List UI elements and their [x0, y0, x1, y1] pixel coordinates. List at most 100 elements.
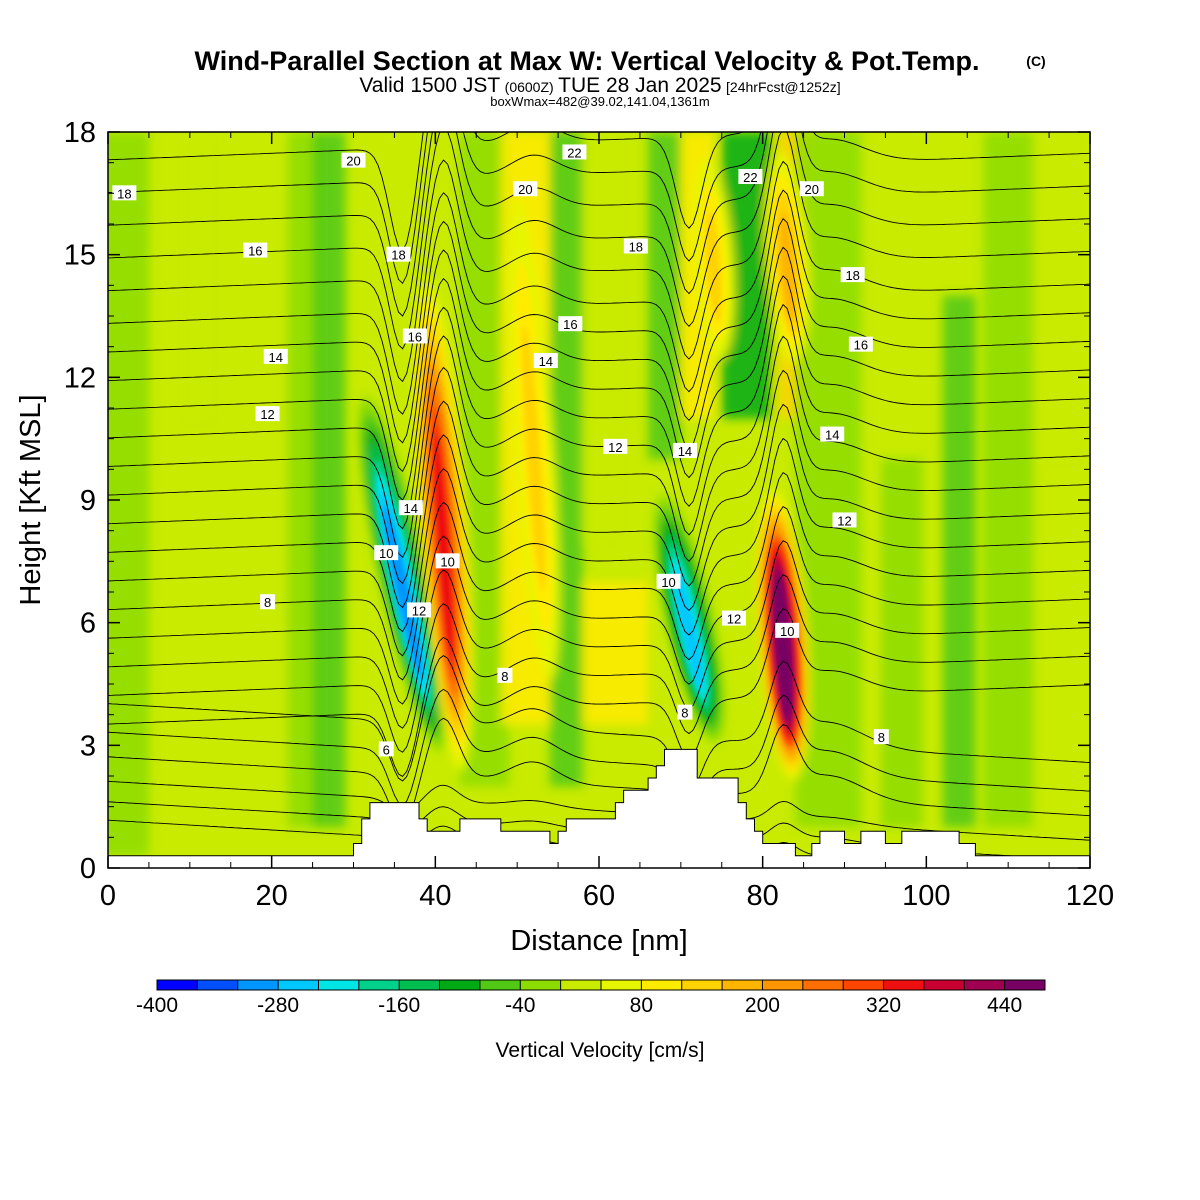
colorbar-swatch — [601, 980, 642, 990]
theta-label: 22 — [738, 168, 763, 185]
theta-label-text: 22 — [567, 145, 581, 160]
theta-label-box — [848, 336, 873, 352]
theta-label: 12 — [832, 512, 857, 528]
theta-label-box — [722, 610, 747, 626]
theta-label-box — [513, 181, 538, 197]
theta-label-box — [402, 328, 427, 344]
theta-label-box — [840, 267, 865, 283]
theta-contour — [108, 540, 1090, 729]
theta-label-text: 12 — [608, 440, 622, 455]
theta-label: 8 — [873, 729, 889, 745]
theta-label: 20 — [341, 152, 366, 169]
theta-label-box — [562, 144, 587, 160]
theta-label-box — [533, 352, 558, 368]
x-tick-label: 60 — [583, 880, 615, 912]
theta-label-box — [378, 741, 394, 757]
theta-contour — [108, 303, 1090, 558]
theta-contour — [108, 403, 1090, 633]
theta-label: 12 — [406, 602, 431, 618]
colorbar-tick-label: 80 — [630, 994, 653, 1017]
colorbar-swatch — [802, 980, 844, 990]
theta-label-text: 8 — [501, 669, 508, 684]
theta-label-text: 16 — [408, 329, 422, 344]
colorbar-swatch — [197, 980, 239, 990]
theta-label: 14 — [398, 500, 423, 516]
colorbar-swatch — [318, 980, 360, 990]
theta-label-box — [435, 553, 460, 569]
theta-label-text: 18 — [391, 248, 405, 263]
theta-label-box — [677, 704, 693, 720]
theta-label-text: 16 — [248, 244, 262, 259]
colorbar-label: Vertical Velocity [cm/s] — [496, 1039, 705, 1062]
theta-label: 10 — [656, 573, 681, 590]
theta-label-box — [832, 512, 857, 528]
colorbar-swatch — [722, 980, 763, 990]
theta-contour — [108, 132, 1090, 317]
theta-label-box — [623, 238, 648, 254]
theta-contour — [108, 437, 1090, 657]
theta-label-box — [243, 242, 268, 258]
theta-label: 14 — [263, 348, 288, 365]
theta-label-box — [260, 594, 276, 610]
colorbar-swatch — [479, 980, 521, 990]
x-tick-label: 20 — [256, 880, 288, 912]
theta-label-box — [656, 573, 681, 589]
chart-title: Wind-Parallel Section at Max W: Vertical… — [195, 46, 980, 76]
theta-label-text: 18 — [629, 239, 643, 254]
theta-label: 10 — [775, 622, 800, 639]
x-tick-label: 120 — [1066, 880, 1114, 912]
theta-label: 16 — [402, 328, 427, 344]
theta-label: 18 — [623, 238, 648, 254]
theta-contour — [108, 246, 1090, 501]
theta-labels: 18 16 14 12 8 20 18 16 14 10 12 10 6 8 20 22 18 16 14 12 14 1… — [112, 144, 889, 757]
y-tick-label: 15 — [64, 240, 96, 272]
y-tick-label: 12 — [64, 362, 96, 394]
colorbar-swatch — [520, 980, 562, 990]
theta-label-text: 12 — [260, 407, 274, 422]
theta-label-text: 12 — [837, 513, 851, 528]
theta-label-box — [603, 438, 628, 454]
theta-label: 14 — [533, 352, 558, 369]
y-tick-label: 0 — [80, 853, 96, 885]
x-tick-label: 80 — [747, 880, 779, 912]
theta-label: 10 — [374, 545, 399, 561]
theta-label: 14 — [820, 426, 845, 443]
x-axis-label: Distance [nm] — [510, 925, 687, 957]
theta-label-text: 8 — [264, 595, 271, 610]
colorbar-swatch — [883, 980, 925, 990]
theta-label: 18 — [840, 267, 865, 283]
theta-label-text: 14 — [678, 444, 692, 459]
theta-contour — [108, 574, 1090, 753]
theta-label: 14 — [672, 442, 697, 459]
colorbar-tick-label: 320 — [866, 994, 901, 1017]
theta-label-text: 10 — [440, 554, 454, 569]
theta-label-text: 12 — [412, 603, 426, 618]
chart-subtitle: Valid 1500 JST (0600Z) TUE 28 Jan 2025 [… — [359, 74, 840, 97]
theta-label-box — [873, 729, 889, 745]
theta-label-text: 10 — [780, 624, 794, 639]
theta-contour — [108, 717, 1090, 838]
theta-label: 10 — [435, 553, 460, 569]
theta-label-text: 14 — [539, 354, 553, 369]
colorbar-frame — [156, 979, 1046, 991]
theta-label: 16 — [558, 316, 583, 332]
theta-label-text: 20 — [805, 182, 819, 197]
theta-label-box — [799, 181, 824, 197]
plot-area: 18 16 14 12 8 20 18 16 14 10 12 10 6 8 20 22 18 16 14 12 14 1… — [108, 132, 1090, 868]
theta-contour — [108, 335, 1090, 585]
theta-label: 18 — [386, 246, 411, 263]
theta-label: 12 — [603, 438, 628, 455]
theta-label-box — [386, 246, 411, 262]
theta-label-box — [255, 406, 280, 422]
colorbar-swatch — [681, 980, 723, 990]
y-tick-label: 9 — [80, 485, 96, 517]
theta-label: 18 — [112, 185, 137, 201]
theta-label: 6 — [378, 741, 394, 757]
theta-contour — [108, 608, 1090, 777]
colorbar-swatch — [278, 980, 319, 990]
theta-label-box — [558, 316, 583, 332]
colorbar: -400 -280 -160 -40 80 200 320 440 — [136, 979, 1046, 1017]
theta-label-text: 16 — [854, 338, 868, 353]
theta-label-box — [398, 500, 423, 516]
